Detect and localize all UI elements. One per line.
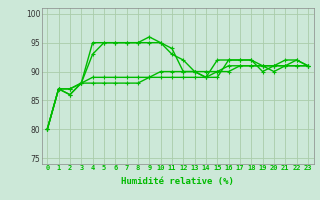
X-axis label: Humidité relative (%): Humidité relative (%) xyxy=(121,177,234,186)
